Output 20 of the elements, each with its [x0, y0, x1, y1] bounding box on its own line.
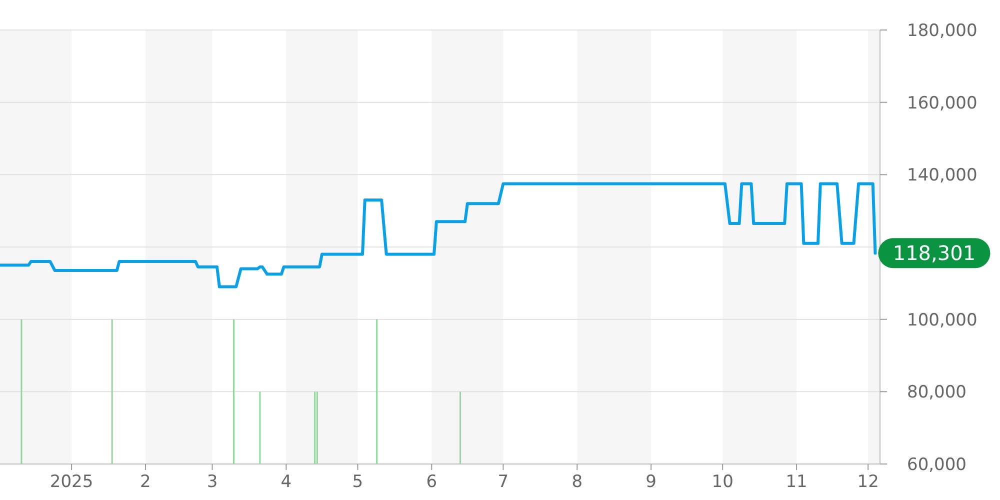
x-tick-label: 4 [280, 472, 292, 492]
x-tick-label: 11 [786, 472, 808, 492]
y-tick-label: 180,000 [907, 20, 978, 41]
line-series [0, 182, 877, 288]
x-tick-label: 6 [426, 472, 438, 492]
x-tick-label: 7 [498, 472, 509, 492]
y-tick-label: 60,000 [907, 454, 966, 475]
x-tick-label: 3 [206, 472, 218, 492]
x-tick-label: 5 [352, 472, 364, 492]
y-tick-label: 80,000 [907, 382, 966, 403]
x-tick-label: 2 [140, 472, 151, 492]
y-tick-label: 140,000 [907, 166, 978, 186]
x-tick-label: 12 [857, 472, 879, 492]
x-tick-label: 10 [712, 472, 734, 492]
x-tick-label: 8 [572, 472, 583, 492]
annotation: 118,301 [892, 241, 976, 266]
y-tick-label: 160,000 [907, 93, 978, 114]
y-tick-label: 100,000 [907, 310, 978, 330]
x-tick-label: 2025 [50, 472, 94, 492]
x-tick-label: 9 [646, 472, 656, 492]
